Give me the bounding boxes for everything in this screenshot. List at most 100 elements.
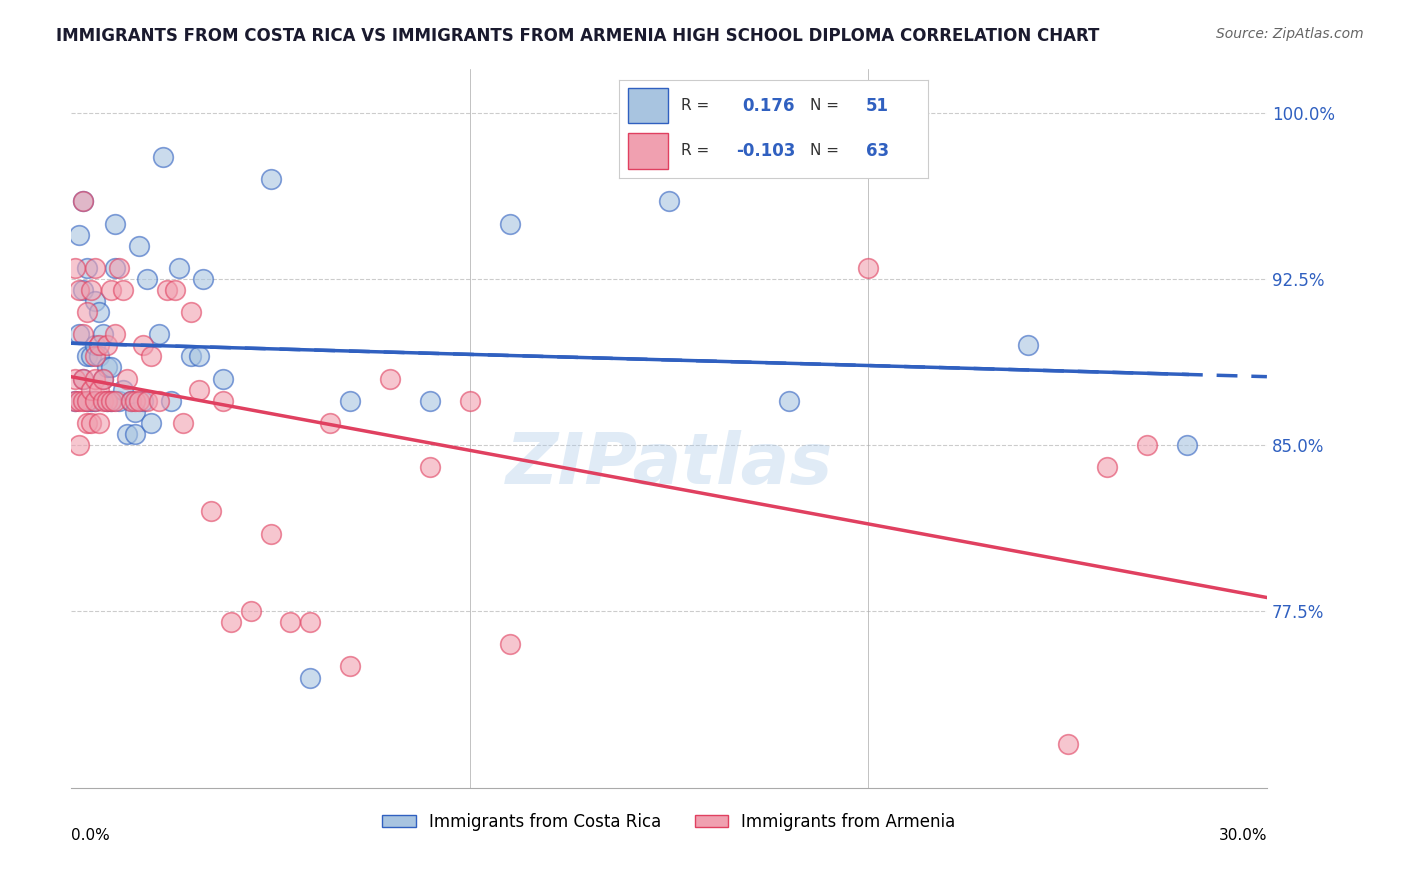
- Text: R =: R =: [681, 144, 709, 159]
- Point: [96, 338, 118, 352]
- Bar: [628, 88, 668, 123]
- Point: [100, 360, 122, 375]
- Point: [112, 283, 135, 297]
- Point: [239, 604, 262, 618]
- Point: [84, 393, 107, 408]
- Point: [211, 371, 233, 385]
- Text: 63: 63: [866, 142, 889, 160]
- Point: [191, 272, 214, 286]
- Point: [259, 526, 281, 541]
- Point: [172, 416, 194, 430]
- Text: R =: R =: [681, 98, 709, 113]
- Point: [858, 260, 880, 275]
- Point: [1175, 438, 1198, 452]
- Point: [67, 283, 90, 297]
- Point: [84, 350, 107, 364]
- Point: [100, 393, 122, 408]
- Point: [180, 350, 202, 364]
- Point: [91, 327, 114, 342]
- Point: [65, 371, 87, 385]
- Point: [115, 426, 138, 441]
- Point: [124, 426, 146, 441]
- Point: [180, 305, 202, 319]
- Point: [80, 416, 103, 430]
- Point: [1097, 460, 1119, 475]
- Point: [339, 659, 361, 673]
- Point: [211, 393, 233, 408]
- Point: [80, 283, 103, 297]
- Point: [104, 260, 127, 275]
- Text: N =: N =: [810, 144, 839, 159]
- Point: [104, 217, 127, 231]
- Point: [67, 393, 90, 408]
- Point: [72, 327, 94, 342]
- Point: [163, 283, 186, 297]
- Point: [120, 393, 142, 408]
- Point: [156, 283, 179, 297]
- Point: [108, 393, 131, 408]
- Point: [80, 350, 103, 364]
- Point: [100, 283, 122, 297]
- Point: [139, 416, 162, 430]
- Point: [299, 671, 322, 685]
- Point: [498, 637, 520, 651]
- Point: [148, 327, 170, 342]
- Point: [84, 338, 107, 352]
- Point: [84, 260, 107, 275]
- Point: [120, 393, 142, 408]
- Point: [160, 393, 183, 408]
- Point: [80, 383, 103, 397]
- Point: [65, 393, 87, 408]
- Point: [91, 371, 114, 385]
- Text: 0.0%: 0.0%: [72, 828, 110, 843]
- Point: [124, 405, 146, 419]
- Point: [1136, 438, 1159, 452]
- Point: [89, 305, 111, 319]
- Bar: [628, 133, 668, 169]
- Point: [100, 393, 122, 408]
- Point: [96, 360, 118, 375]
- Point: [658, 194, 681, 209]
- Point: [96, 393, 118, 408]
- Point: [76, 305, 98, 319]
- Point: [65, 260, 87, 275]
- Point: [65, 393, 87, 408]
- Point: [128, 238, 150, 252]
- Point: [132, 393, 155, 408]
- Point: [96, 393, 118, 408]
- Point: [84, 371, 107, 385]
- Text: ZIPatlas: ZIPatlas: [505, 430, 832, 499]
- Point: [1056, 737, 1078, 751]
- Text: Source: ZipAtlas.com: Source: ZipAtlas.com: [1216, 27, 1364, 41]
- Text: -0.103: -0.103: [737, 142, 796, 160]
- Point: [187, 383, 209, 397]
- Point: [112, 383, 135, 397]
- Point: [67, 227, 90, 242]
- Point: [339, 393, 361, 408]
- Point: [219, 615, 242, 630]
- Point: [136, 272, 159, 286]
- Point: [84, 294, 107, 309]
- Point: [419, 393, 441, 408]
- Text: N =: N =: [810, 98, 839, 113]
- Point: [148, 393, 170, 408]
- Point: [72, 194, 94, 209]
- Point: [108, 260, 131, 275]
- Point: [259, 172, 281, 186]
- Point: [104, 393, 127, 408]
- Point: [76, 350, 98, 364]
- Point: [498, 217, 520, 231]
- Point: [72, 371, 94, 385]
- Text: IMMIGRANTS FROM COSTA RICA VS IMMIGRANTS FROM ARMENIA HIGH SCHOOL DIPLOMA CORREL: IMMIGRANTS FROM COSTA RICA VS IMMIGRANTS…: [56, 27, 1099, 45]
- Text: 0.176: 0.176: [742, 97, 794, 115]
- Point: [67, 327, 90, 342]
- Point: [76, 260, 98, 275]
- Point: [80, 393, 103, 408]
- Point: [136, 393, 159, 408]
- Point: [124, 393, 146, 408]
- Point: [89, 338, 111, 352]
- Point: [84, 393, 107, 408]
- Point: [1017, 338, 1039, 352]
- Point: [76, 393, 98, 408]
- Point: [89, 416, 111, 430]
